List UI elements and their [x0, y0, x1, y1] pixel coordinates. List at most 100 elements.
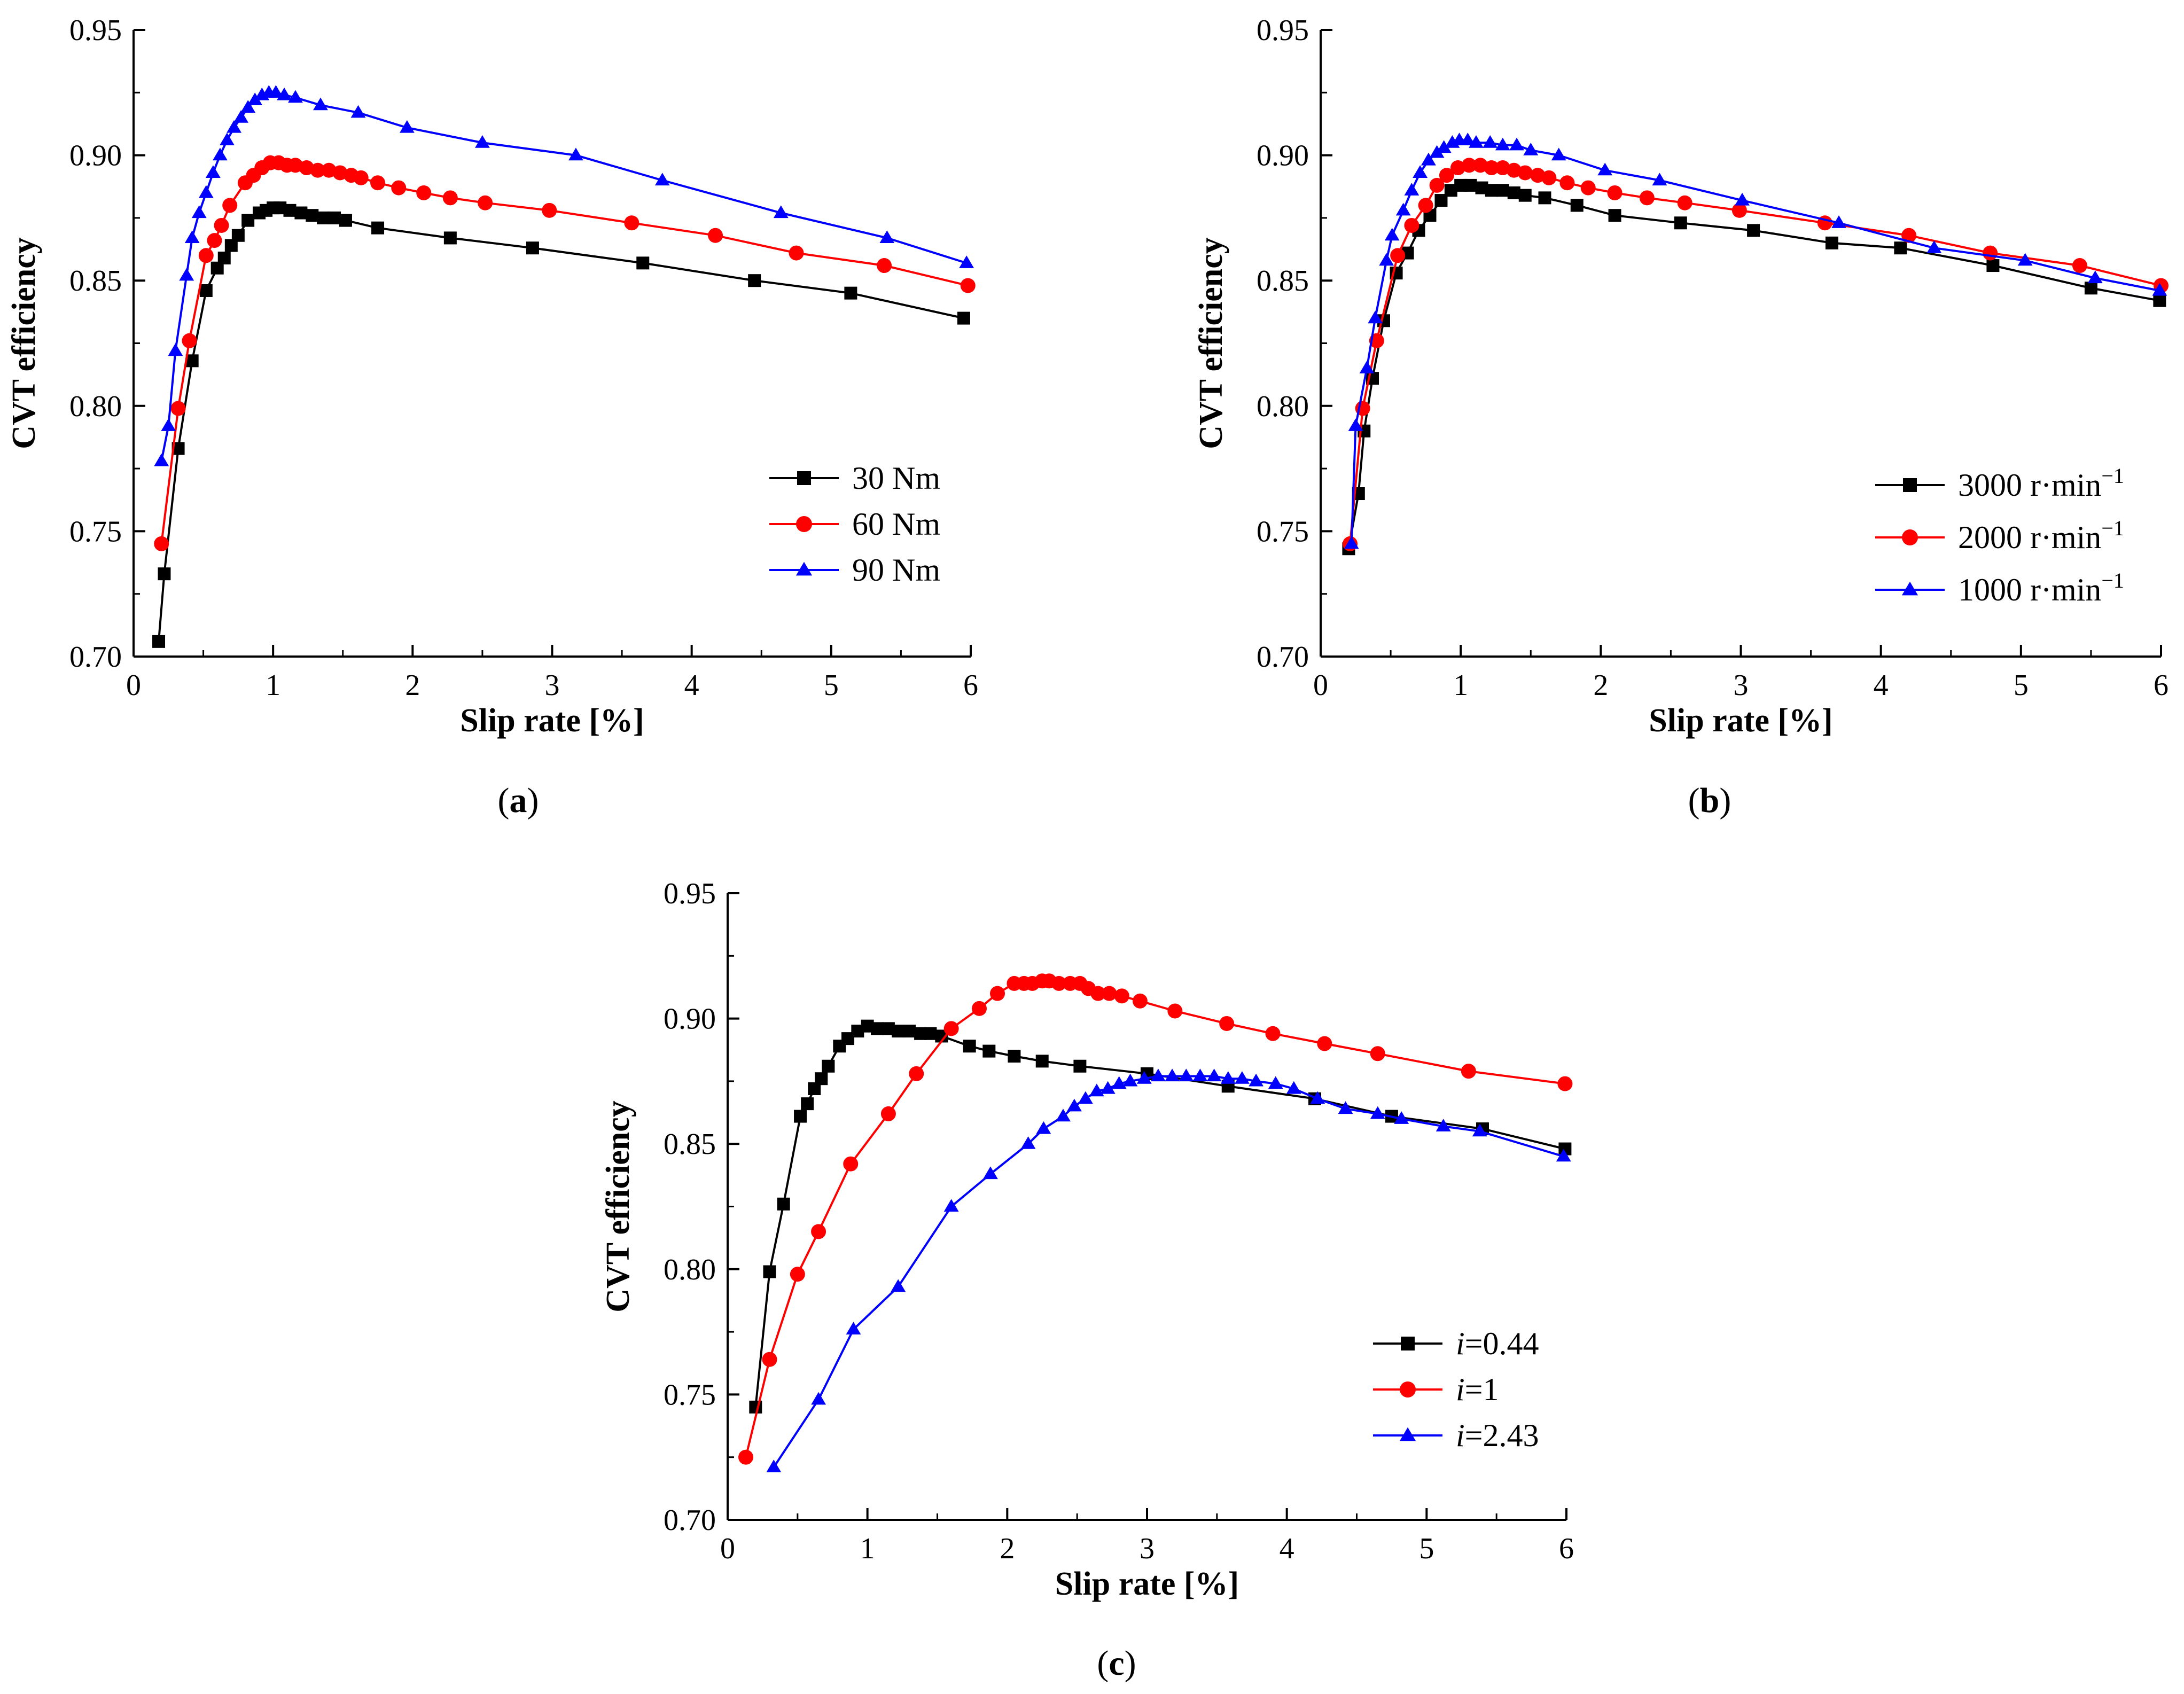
- data-point: [1461, 158, 1477, 173]
- y-axis-label: CVT efficiency: [6, 237, 42, 449]
- data-point: [207, 233, 222, 248]
- x-tick-label: 0: [1313, 669, 1328, 702]
- data-point: [1825, 236, 1838, 249]
- data-point: [1436, 140, 1452, 153]
- y-tick-label: 0.85: [664, 1128, 716, 1161]
- data-point: [161, 418, 176, 431]
- data-point: [1436, 1119, 1451, 1131]
- data-point: [241, 214, 255, 227]
- data-point: [790, 1267, 805, 1282]
- data-point: [846, 1322, 861, 1334]
- data-point: [1067, 1098, 1082, 1112]
- data-point: [306, 209, 319, 222]
- data-point: [880, 1106, 896, 1121]
- y-tick-label: 0.70: [1257, 641, 1309, 674]
- x-tick-label: 3: [545, 669, 560, 702]
- data-point: [943, 1199, 959, 1212]
- data-point: [1483, 135, 1498, 148]
- data-point: [1379, 253, 1394, 266]
- data-point: [283, 204, 297, 217]
- data-point: [321, 162, 337, 178]
- data-point: [762, 1352, 777, 1367]
- data-point: [1368, 310, 1383, 324]
- data-point: [957, 311, 970, 325]
- data-point: [1338, 1101, 1353, 1114]
- data-point: [1132, 993, 1148, 1009]
- data-point: [268, 85, 284, 98]
- data-point: [990, 986, 1005, 1001]
- x-tick-label: 6: [1559, 1532, 1574, 1565]
- data-point: [1731, 202, 1747, 218]
- series-triangle: 1000 r·min−1: [1344, 132, 2167, 607]
- data-point: [370, 175, 386, 191]
- data-point: [199, 284, 213, 297]
- x-tick-label: 4: [1874, 669, 1889, 702]
- data-point: [1608, 209, 1621, 222]
- x-tick-label: 2: [1000, 1532, 1015, 1565]
- data-point: [1220, 1071, 1236, 1084]
- data-point: [2152, 283, 2167, 296]
- data-point: [1370, 1106, 1385, 1119]
- data-point: [1735, 192, 1750, 206]
- data-point: [1495, 160, 1510, 176]
- data-point: [891, 1279, 906, 1292]
- data-point: [1111, 1076, 1127, 1089]
- x-tick-label: 5: [824, 669, 839, 702]
- data-point: [1450, 160, 1465, 176]
- legend-label: 3000 r·min−1: [1958, 464, 2124, 503]
- data-point: [2017, 253, 2033, 266]
- legend-marker: [1400, 1381, 1416, 1398]
- data-point: [1100, 1081, 1116, 1094]
- data-point: [1926, 240, 1942, 253]
- legend-label: 90 Nm: [852, 552, 940, 588]
- data-point: [214, 217, 229, 233]
- x-axis-label: Slip rate [%]: [460, 702, 644, 739]
- data-point: [1219, 1016, 1235, 1031]
- data-point: [478, 195, 493, 210]
- data-point: [542, 202, 557, 218]
- data-point: [182, 333, 197, 348]
- x-tick-label: 2: [1593, 669, 1608, 702]
- x-tick-label: 0: [720, 1532, 735, 1565]
- x-axis-label: Slip rate [%]: [1649, 702, 1832, 739]
- data-point: [1506, 162, 1522, 178]
- data-point: [152, 635, 166, 648]
- series-line: [158, 207, 964, 642]
- data-point: [391, 180, 407, 196]
- data-point: [811, 1224, 826, 1239]
- data-point: [400, 120, 415, 133]
- data-point: [773, 205, 789, 218]
- data-point: [416, 185, 432, 200]
- data-point: [1008, 1049, 1021, 1063]
- data-point: [924, 1027, 937, 1040]
- data-point: [654, 173, 670, 186]
- y-tick-label: 0.95: [1257, 14, 1309, 47]
- data-point: [2084, 282, 2097, 295]
- series-circle: 60 Nm: [154, 155, 976, 551]
- data-point: [1073, 1059, 1087, 1073]
- x-axis-label: Slip rate [%]: [1055, 1566, 1239, 1602]
- data-point: [1518, 189, 1532, 202]
- data-point: [339, 214, 352, 227]
- data-point: [568, 147, 583, 161]
- data-point: [313, 97, 328, 111]
- series-triangle: i=2.43: [766, 1068, 1571, 1472]
- data-point: [353, 170, 369, 185]
- y-tick-label: 0.70: [664, 1504, 716, 1537]
- data-point: [822, 1059, 835, 1073]
- data-point: [960, 278, 976, 293]
- data-point: [877, 258, 892, 274]
- data-point: [1317, 1036, 1332, 1051]
- series-square: 30 Nm: [152, 201, 970, 648]
- data-point: [277, 87, 292, 100]
- data-point: [1597, 162, 1613, 176]
- data-point: [213, 147, 228, 161]
- data-point: [1404, 183, 1419, 196]
- legend-marker: [1399, 1427, 1416, 1441]
- data-point: [843, 1156, 859, 1172]
- data-point: [1559, 175, 1575, 191]
- data-point: [1831, 215, 1846, 228]
- data-point: [1538, 191, 1551, 205]
- data-point: [1484, 160, 1499, 176]
- y-tick-label: 0.75: [69, 515, 122, 548]
